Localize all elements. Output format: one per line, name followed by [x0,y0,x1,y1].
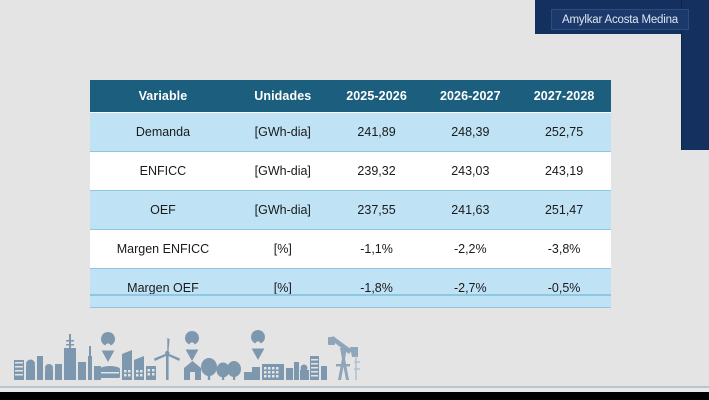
table-bottom-rule [90,294,611,296]
skyline-baseline-rule [0,386,709,389]
presenter-name-badge: Amylkar Acosta Medina [551,9,689,30]
energy-balance-table: Variable Unidades 2025-2026 2026-2027 20… [90,80,611,308]
cell-2026-2027: 241,63 [423,190,518,230]
industrial-plant [286,356,327,380]
pumpjack-frame-outline [354,356,360,380]
table-row: Margen OEF [%] -1,8% -2,7% -0,5% [90,268,611,308]
column-header-unidades: Unidades [235,80,330,113]
cell-2027-2028: -0,5% [517,268,611,308]
table-row: ENFICC [GWh-dia] 239,32 243,03 243,19 [90,151,611,191]
cell-2026-2027: 248,39 [423,112,518,152]
column-header-2027-2028: 2027-2028 [517,80,611,113]
cell-unidades: [%] [235,268,330,308]
column-header-2026-2027: 2026-2027 [423,80,518,113]
cell-2025-2026: -1,1% [329,229,424,269]
cell-variable: Margen OEF [90,268,236,308]
cell-variable: ENFICC [90,151,236,191]
cell-2027-2028: 251,47 [517,190,611,230]
cell-2026-2027: -2,2% [423,229,518,269]
table-row: OEF [GWh-dia] 237,55 241,63 251,47 [90,190,611,230]
table-row: Demanda [GWh-dia] 241,89 248,39 252,75 [90,112,611,152]
cell-unidades: [GWh-dia] [235,190,330,230]
cell-2025-2026: 237,55 [329,190,424,230]
energy-skyline-illustration [14,330,360,380]
cell-2026-2027: -2,7% [423,268,518,308]
slide-bottom-letterbox [0,392,709,400]
cell-variable: Margen ENFICC [90,229,236,269]
factory-icon [244,364,284,380]
cell-unidades: [GWh-dia] [235,112,330,152]
cell-2027-2028: -3,8% [517,229,611,269]
oil-pumpjack-icon [328,336,358,380]
cell-variable: OEF [90,190,236,230]
cell-2026-2027: 243,03 [423,151,518,191]
slide-bottom-gap [0,388,709,392]
cell-unidades: [%] [235,229,330,269]
table-header-row: Variable Unidades 2025-2026 2026-2027 20… [90,80,611,113]
cell-2025-2026: 241,89 [329,112,424,152]
column-header-variable: Variable [90,80,236,113]
wind-turbine-icon [154,338,180,380]
map-pin-icon [251,330,266,360]
cell-2027-2028: 243,19 [517,151,611,191]
cell-unidades: [GWh-dia] [235,151,330,191]
data-table-container: Variable Unidades 2025-2026 2026-2027 20… [90,80,611,308]
house-and-trees [184,358,241,380]
cell-2025-2026: -1,8% [329,268,424,308]
map-pin-icon [185,331,200,361]
skyline-shapes [14,332,156,380]
cell-2027-2028: 252,75 [517,112,611,152]
column-header-2025-2026: 2025-2026 [329,80,424,113]
table-row: Margen ENFICC [%] -1,1% -2,2% -3,8% [90,229,611,269]
cell-2025-2026: 239,32 [329,151,424,191]
cell-variable: Demanda [90,112,236,152]
